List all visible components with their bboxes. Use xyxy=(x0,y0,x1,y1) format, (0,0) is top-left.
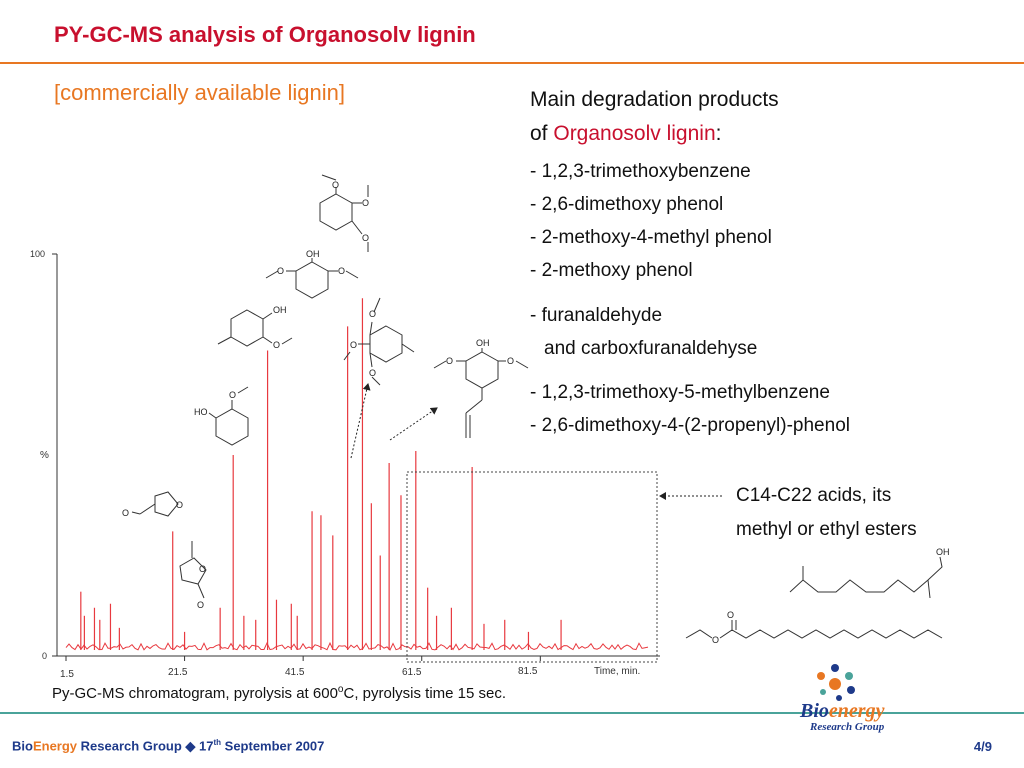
caption-post: C, pyrolysis time 15 sec. xyxy=(343,685,507,702)
page-number: 4/9 xyxy=(973,739,992,754)
fatty-ester-structure xyxy=(685,620,943,639)
trimethoxybenzene-structure xyxy=(319,174,369,252)
logo-wordmark: Bioenergy xyxy=(800,700,884,723)
dimethoxyallylphenol-structure xyxy=(433,348,529,438)
y-tick-0: 0 xyxy=(42,651,47,661)
atom-label: O xyxy=(176,500,183,510)
bioenergy-logo-icon xyxy=(817,664,855,701)
acids-label-line1: C14-C22 acids, its xyxy=(736,485,892,506)
heading-of: of xyxy=(530,122,554,145)
x-tick-label: 21.5 xyxy=(168,667,188,678)
product-item: - 1,2,3-trimethoxybenzene xyxy=(530,161,751,182)
pointer-arrow xyxy=(389,407,438,441)
slide-title: PY-GC-MS analysis of Organosolv lignin xyxy=(54,22,476,47)
acids-region-box xyxy=(406,471,658,663)
x-tick-label: 1.5 xyxy=(60,669,74,680)
chromatogram-caption: Py-GC-MS chromatogram, pyrolysis at 600o… xyxy=(52,684,506,702)
product-item: - furanaldehyde xyxy=(530,305,663,326)
footer-divider xyxy=(0,712,1024,714)
atom-label: O xyxy=(446,356,453,366)
title-divider xyxy=(0,62,1024,64)
atom-label: OH xyxy=(936,547,950,557)
x-axis-unit: Time, min. xyxy=(594,666,640,677)
atom-label: O xyxy=(507,356,514,366)
atom-label: O xyxy=(362,233,369,243)
atom-label: OH xyxy=(476,338,490,348)
heading-colon: : xyxy=(715,122,722,145)
heading-highlight: Organosolv lignin xyxy=(553,122,716,145)
logo-bio: Bio xyxy=(800,700,829,722)
product-item: and carboxfuranaldehyse xyxy=(544,338,758,359)
products-heading-line1: Main degradation products xyxy=(530,88,779,111)
atom-label: O xyxy=(362,198,369,208)
y-axis-label: % xyxy=(40,450,49,461)
chromatogram-baseline xyxy=(65,641,649,651)
unsaturated-alcohol-structure xyxy=(789,556,943,599)
footer-date-day: 17 xyxy=(195,738,214,754)
atom-label: O xyxy=(350,340,357,350)
atom-label: O xyxy=(369,309,376,319)
footer-date: September 2007 xyxy=(221,738,325,754)
caption-sup: o xyxy=(337,684,344,695)
atom-label: O xyxy=(277,266,284,276)
pointer-arrow xyxy=(350,383,371,459)
acids-label-line2: methyl or ethyl esters xyxy=(736,519,917,540)
atom-label: O xyxy=(369,368,376,378)
product-item: - 2-methoxy-4-methyl phenol xyxy=(530,227,772,248)
methoxyphenol-structure xyxy=(208,386,249,446)
atom-label: OH xyxy=(273,305,287,315)
x-tick-label: 81.5 xyxy=(518,666,538,677)
footer-group: Research Group xyxy=(77,738,186,754)
footer-text: BioEnergy Research Group ◆ 17th Septembe… xyxy=(12,738,324,754)
atom-label: O xyxy=(229,390,236,400)
atom-label: OH xyxy=(306,249,320,259)
footer-date-sup: th xyxy=(213,738,222,747)
methylfuranaldehyde-structure xyxy=(179,541,207,599)
dimethoxyphenol-structure xyxy=(265,258,359,299)
atom-label: HO xyxy=(194,407,208,417)
atom-label: O xyxy=(199,564,206,574)
atom-label: O xyxy=(122,508,129,518)
caption-pre: Py-GC-MS chromatogram, pyrolysis at 600 xyxy=(52,685,338,702)
furanaldehyde-structure xyxy=(131,491,179,517)
logo-energy: energy xyxy=(828,700,885,722)
atom-label: O xyxy=(338,266,345,276)
methoxymethylphenol-structure xyxy=(217,309,293,347)
atom-label: O xyxy=(197,600,204,610)
footer-bio: Bio xyxy=(12,738,33,754)
product-item: - 1,2,3-trimethoxy-5-methylbenzene xyxy=(530,382,830,403)
atom-label: O xyxy=(332,180,339,190)
y-tick-100: 100 xyxy=(30,249,45,259)
atom-label: O xyxy=(273,340,280,350)
products-heading-line2: of Organosolv lignin: xyxy=(530,122,721,146)
product-item: - 2-methoxy phenol xyxy=(530,260,693,281)
logo-subtitle: Research Group xyxy=(810,721,885,733)
product-item: - 2,6-dimethoxy phenol xyxy=(530,194,724,215)
atom-label: O xyxy=(712,635,719,645)
footer-energy: Energy xyxy=(32,738,78,754)
slide-subtitle: [commercially available lignin] xyxy=(54,80,346,105)
trimethoxymethylbenzene-structure xyxy=(343,297,415,386)
product-item: - 2,6-dimethoxy-4-(2-propenyl)-phenol xyxy=(530,415,850,436)
atom-label: O xyxy=(727,610,734,620)
x-tick-label: 61.5 xyxy=(402,667,422,678)
diamond-icon: ◆ xyxy=(185,738,196,754)
x-tick-label: 41.5 xyxy=(285,667,305,678)
